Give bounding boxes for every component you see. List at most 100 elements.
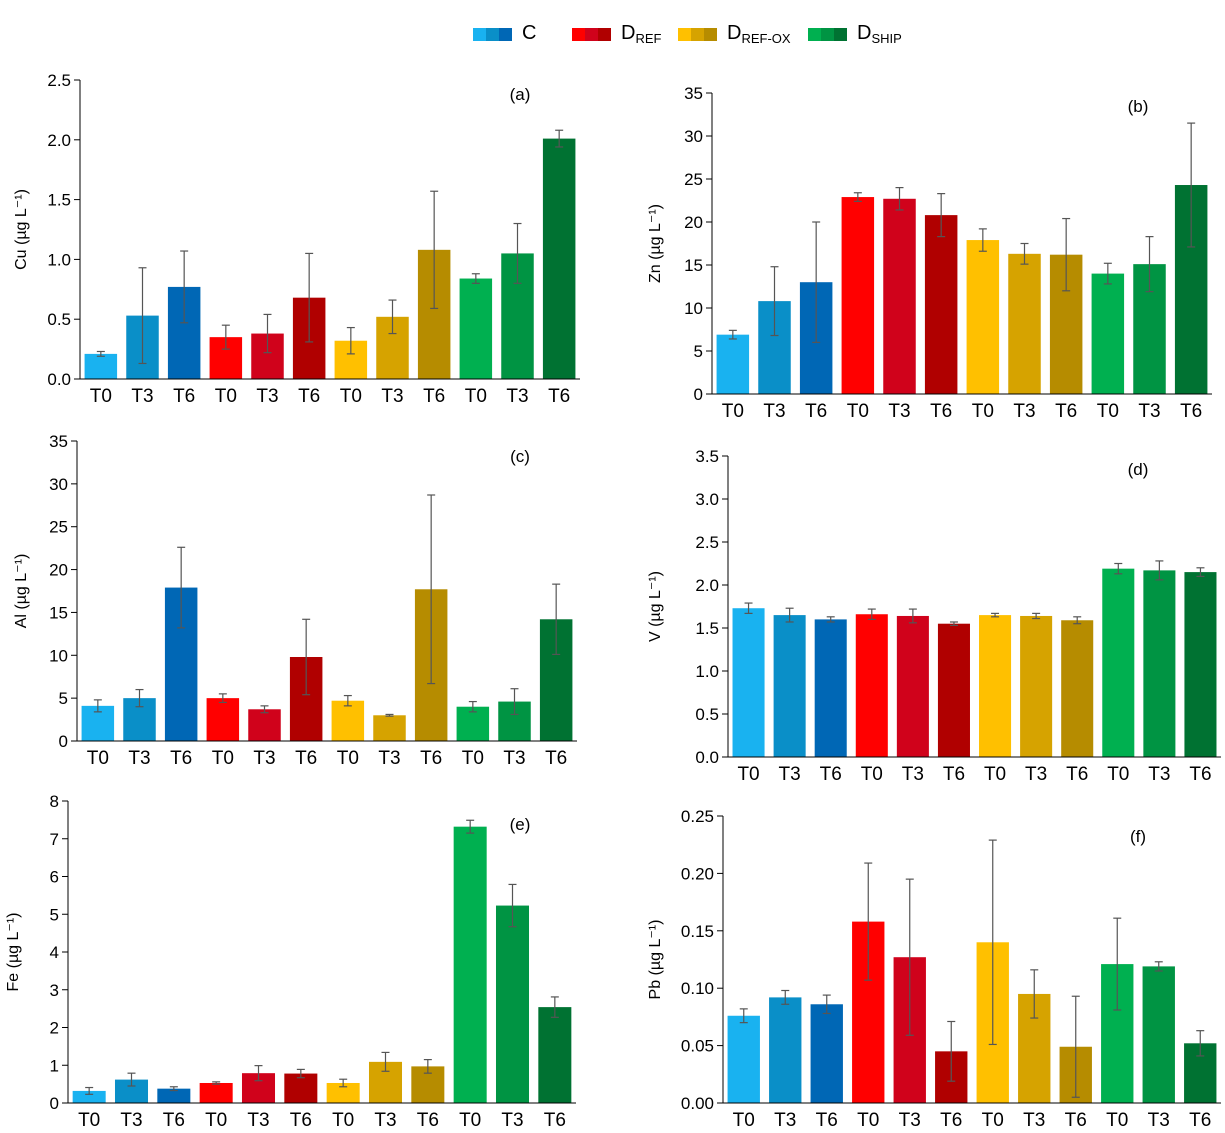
legend-item-dref-ox: DREF-OX — [678, 16, 791, 52]
x-tick-label: T3 — [1025, 764, 1047, 785]
y-tick-label: 20 — [684, 213, 703, 232]
x-tick-label: T6 — [420, 748, 442, 769]
y-tick-label: 1.5 — [695, 619, 719, 638]
x-tick-label: T6 — [1180, 401, 1202, 422]
bar — [773, 615, 806, 757]
x-tick-label: T6 — [943, 764, 965, 785]
bar — [727, 1015, 760, 1103]
x-tick-label: T0 — [982, 1110, 1004, 1131]
bar — [1102, 568, 1135, 757]
legend-label-dref-ox: DREF-OX — [727, 22, 791, 46]
x-tick-label: T6 — [548, 386, 570, 407]
x-tick-label: T0 — [984, 764, 1006, 785]
x-tick-label: T0 — [215, 386, 237, 407]
chart-panel-5: 0 1 2 3 4 5 6 7 8 T0 T3 T6 T0 T3 T6 T0 T3 T6 T0 T3 T6 (e) Fe (… — [5, 792, 576, 1131]
x-tick-label: T6 — [163, 1110, 185, 1131]
x-tick-label: T0 — [722, 401, 744, 422]
chart-panel-2: 0 5 10 15 20 25 30 35 T0 T3 T6 T0 T3 T6 T0 T3 T6 T0 T3 T6 (b… — [647, 84, 1212, 422]
y-tick-label: 0 — [50, 1094, 59, 1113]
y-tick-label: 25 — [684, 170, 703, 189]
chart-panel-1: 0.0 0.5 1.0 1.5 2.0 2.5 T0 T3 T6 T0 T3 T6 T0 T3 T6 T0 T3… — [13, 71, 580, 407]
x-tick-label: T3 — [247, 1110, 269, 1131]
x-tick-label: T3 — [1148, 764, 1170, 785]
y-tick-label: 10 — [684, 299, 703, 318]
panel-label: (a) — [510, 85, 531, 104]
y-tick-label: 25 — [49, 518, 68, 537]
y-tick-label: 30 — [684, 127, 703, 146]
x-tick-label: T3 — [503, 748, 525, 769]
y-tick-label: 2 — [50, 1019, 59, 1038]
chart-panel-6: 0.00 0.05 0.10 0.15 0.20 0.25 T0 T3 T6 T0 T3 T6 T0 T3… — [647, 807, 1221, 1131]
y-tick-label: 5 — [59, 689, 68, 708]
x-tick-label: T3 — [1148, 1110, 1170, 1131]
y-tick-label: 1.0 — [47, 250, 71, 269]
bar — [72, 1090, 106, 1103]
bar — [1091, 273, 1125, 394]
x-tick-label: T3 — [1013, 401, 1035, 422]
x-tick-label: T0 — [1106, 1110, 1128, 1131]
bar — [1061, 620, 1094, 757]
bar — [1020, 615, 1053, 757]
bar — [841, 197, 875, 394]
bar — [896, 615, 929, 757]
bar — [326, 1082, 360, 1103]
x-tick-label: T3 — [888, 401, 910, 422]
bar — [814, 619, 847, 757]
bar — [459, 278, 493, 379]
x-tick-label: T0 — [465, 386, 487, 407]
x-tick-label: T0 — [78, 1110, 100, 1131]
bar — [883, 198, 916, 394]
x-tick-label: T6 — [1066, 764, 1088, 785]
x-tick-label: T3 — [120, 1110, 142, 1131]
bar — [1143, 570, 1176, 757]
x-tick-label: T0 — [87, 748, 109, 769]
x-tick-label: T3 — [1023, 1110, 1045, 1131]
legend-swatch-dref-ox — [678, 27, 717, 41]
y-tick-label: 0.5 — [695, 705, 719, 724]
legend-item-dref: DREF — [572, 16, 661, 52]
panel-label: (f) — [1130, 827, 1146, 846]
bar — [84, 353, 118, 379]
x-tick-label: T6 — [295, 748, 317, 769]
x-tick-label: T6 — [1055, 401, 1077, 422]
panel-label: (d) — [1128, 460, 1149, 479]
bar — [284, 1073, 318, 1103]
y-tick-label: 0.05 — [681, 1037, 714, 1056]
y-tick-label: 1.5 — [47, 191, 71, 210]
legend-label-c: C — [522, 22, 537, 44]
bar — [732, 608, 765, 757]
x-tick-label: T6 — [940, 1110, 962, 1131]
bar — [966, 240, 1000, 394]
bar — [542, 138, 576, 379]
x-tick-label: T3 — [256, 386, 278, 407]
y-tick-label: 30 — [49, 475, 68, 494]
y-tick-label: 0.20 — [681, 864, 714, 883]
bar — [114, 1079, 149, 1103]
y-tick-label: 0.5 — [47, 310, 71, 329]
y-tick-label: 0.15 — [681, 922, 714, 941]
y-tick-label: 8 — [50, 792, 59, 811]
y-tick-label: 0.0 — [695, 748, 719, 767]
y-tick-label: 3.5 — [695, 447, 719, 466]
bar — [810, 1004, 843, 1103]
x-tick-label: T3 — [374, 1110, 396, 1131]
bar — [453, 826, 487, 1103]
x-tick-label: T0 — [462, 748, 484, 769]
x-tick-label: T6 — [545, 748, 567, 769]
y-axis-label: Cu (µg L⁻¹) — [13, 189, 30, 270]
y-tick-label: 0.10 — [681, 979, 714, 998]
y-tick-label: 0.25 — [681, 807, 714, 826]
x-tick-label: T6 — [173, 386, 195, 407]
y-axis-label: Fe (µg L⁻¹) — [5, 912, 22, 991]
bar — [157, 1088, 191, 1103]
legend-swatch-dship — [808, 27, 847, 41]
panel-label: (b) — [1128, 97, 1149, 116]
x-tick-label: T3 — [779, 764, 801, 785]
y-tick-label: 3.0 — [695, 490, 719, 509]
x-tick-label: T6 — [1065, 1110, 1087, 1131]
x-tick-label: T3 — [378, 748, 400, 769]
x-tick-label: T0 — [337, 748, 359, 769]
y-axis-label: Zn (µg L⁻¹) — [647, 204, 664, 283]
x-tick-label: T6 — [1189, 1110, 1211, 1131]
